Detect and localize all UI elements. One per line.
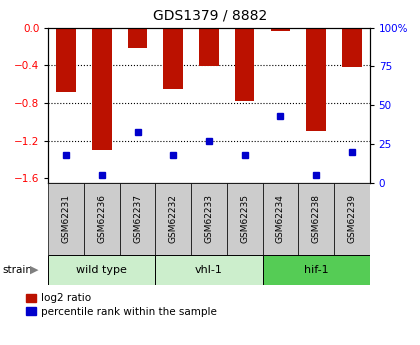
Text: GSM62233: GSM62233: [205, 194, 213, 243]
Text: vhl-1: vhl-1: [195, 265, 223, 275]
Bar: [334, 183, 370, 255]
Bar: [342, 28, 362, 67]
Bar: [199, 28, 219, 66]
Bar: [48, 255, 155, 285]
Bar: [92, 28, 112, 150]
Bar: [48, 183, 84, 255]
Bar: [120, 183, 155, 255]
Bar: [191, 183, 227, 255]
Bar: [270, 28, 290, 31]
Text: GSM62238: GSM62238: [312, 194, 320, 243]
Text: ▶: ▶: [30, 265, 39, 275]
Text: GDS1379 / 8882: GDS1379 / 8882: [153, 9, 267, 23]
Bar: [56, 28, 76, 91]
Bar: [235, 28, 255, 101]
Bar: [128, 28, 147, 48]
Bar: [298, 183, 334, 255]
Bar: [84, 183, 120, 255]
Text: GSM62236: GSM62236: [97, 194, 106, 243]
Legend: log2 ratio, percentile rank within the sample: log2 ratio, percentile rank within the s…: [26, 293, 217, 317]
Text: GSM62239: GSM62239: [347, 194, 356, 243]
Text: GSM62237: GSM62237: [133, 194, 142, 243]
Bar: [306, 28, 326, 131]
Text: wild type: wild type: [76, 265, 127, 275]
Bar: [163, 28, 183, 89]
Text: strain: strain: [2, 265, 32, 275]
Bar: [262, 255, 370, 285]
Bar: [155, 255, 262, 285]
Text: GSM62232: GSM62232: [169, 194, 178, 243]
Text: GSM62235: GSM62235: [240, 194, 249, 243]
Text: GSM62231: GSM62231: [62, 194, 71, 243]
Bar: [155, 183, 191, 255]
Text: GSM62234: GSM62234: [276, 194, 285, 243]
Bar: [227, 183, 262, 255]
Bar: [262, 183, 298, 255]
Text: hif-1: hif-1: [304, 265, 328, 275]
